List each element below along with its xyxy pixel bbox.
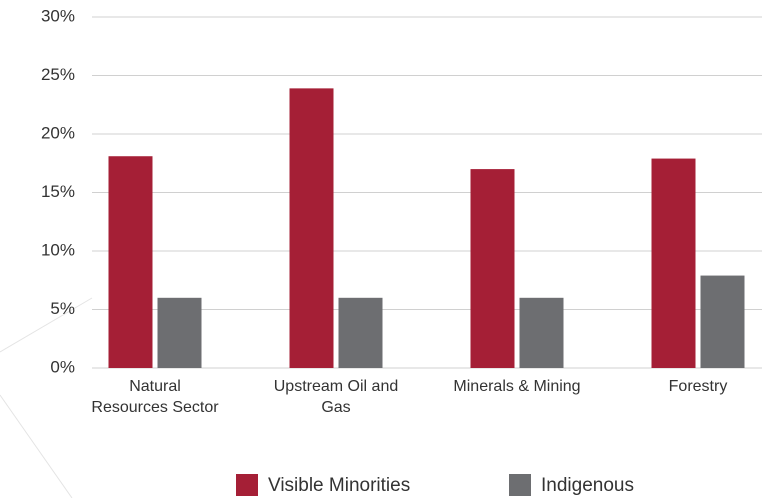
x-tick-label: Minerals & Mining [453,378,581,395]
bar [700,275,745,368]
x-tick-label: Natural Resources Sector [91,378,219,416]
y-tick-label: 0% [50,357,75,376]
legend-swatch [509,474,531,496]
bar [338,297,383,368]
x-tick-label: Upstream Oil and Gas [273,378,399,416]
bar [108,156,153,368]
decoration [0,297,93,353]
y-tick-label: 20% [41,123,75,142]
y-tick-label: 30% [41,6,75,25]
bar [289,88,334,369]
y-tick-label: 5% [50,299,75,318]
y-tick-label: 15% [41,182,75,201]
decoration [0,394,73,498]
legend-swatch [236,474,258,496]
bar [519,297,564,368]
y-tick-label: 10% [41,240,75,259]
x-tick-label: Forestry [668,378,728,395]
legend-label: Indigenous [541,475,634,496]
bar [651,158,696,368]
legend-label: Visible Minorities [268,475,410,496]
bar [470,169,515,368]
bar [157,297,202,368]
y-tick-label: 25% [41,65,75,84]
